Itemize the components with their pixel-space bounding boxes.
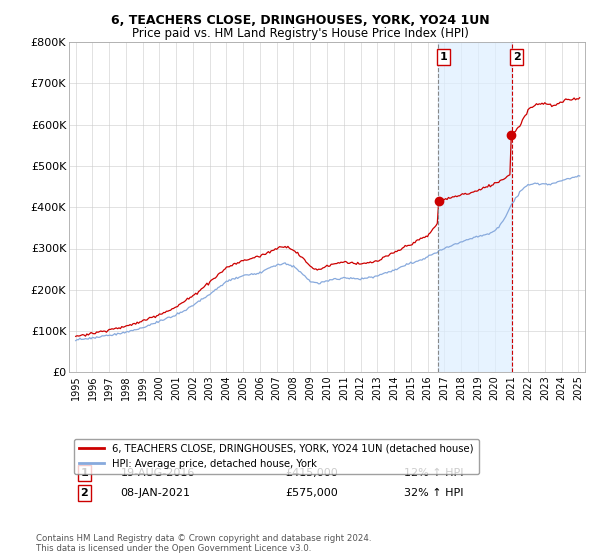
- Text: 32% ↑ HPI: 32% ↑ HPI: [404, 488, 464, 498]
- Text: £575,000: £575,000: [286, 488, 338, 498]
- Text: Contains HM Land Registry data © Crown copyright and database right 2024.
This d: Contains HM Land Registry data © Crown c…: [36, 534, 371, 553]
- Bar: [438, 42, 512, 372]
- Text: 2: 2: [513, 52, 521, 62]
- Text: 19-AUG-2016: 19-AUG-2016: [121, 468, 195, 478]
- Text: £415,000: £415,000: [286, 468, 338, 478]
- Text: Price paid vs. HM Land Registry's House Price Index (HPI): Price paid vs. HM Land Registry's House …: [131, 27, 469, 40]
- Text: 12% ↑ HPI: 12% ↑ HPI: [404, 468, 464, 478]
- Text: 08-JAN-2021: 08-JAN-2021: [121, 488, 191, 498]
- Text: 1: 1: [80, 468, 88, 478]
- Text: 1: 1: [439, 52, 447, 62]
- Legend: 6, TEACHERS CLOSE, DRINGHOUSES, YORK, YO24 1UN (detached house), HPI: Average pr: 6, TEACHERS CLOSE, DRINGHOUSES, YORK, YO…: [74, 438, 479, 474]
- Text: 2: 2: [80, 488, 88, 498]
- Text: 6, TEACHERS CLOSE, DRINGHOUSES, YORK, YO24 1UN: 6, TEACHERS CLOSE, DRINGHOUSES, YORK, YO…: [110, 14, 490, 27]
